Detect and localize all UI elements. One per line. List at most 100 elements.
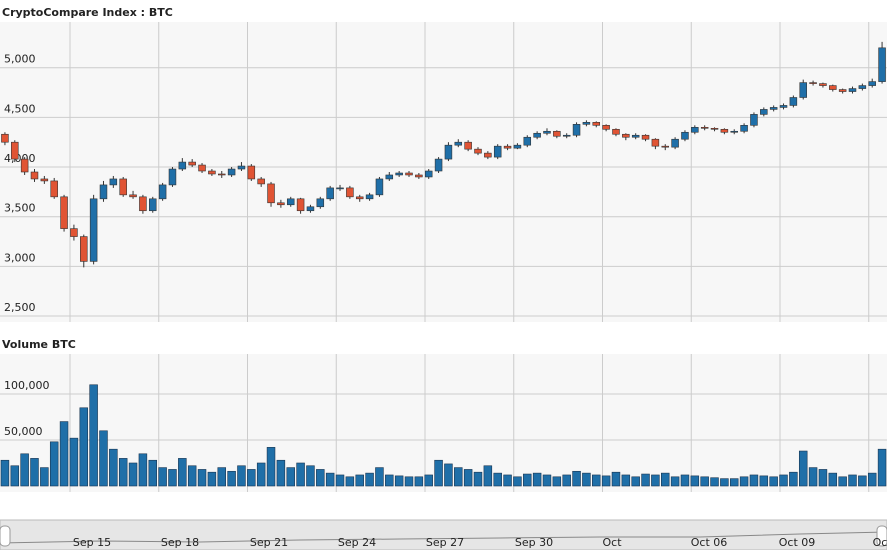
candle-body [267,183,275,204]
volume-bar [306,465,315,487]
candle-body [789,97,798,106]
volume-bar [592,474,601,487]
volume-bar [325,472,335,487]
candle-body [286,198,295,206]
volume-bar [69,437,79,487]
navigator[interactable] [0,519,887,550]
candle-body [50,180,58,198]
marks [0,41,887,487]
candle-body [296,198,305,212]
navigator-date-label: Sep 18 [161,536,199,549]
volume-bar [828,472,838,487]
candle-body [139,196,147,212]
candle-body [385,174,394,180]
volume-bar [572,470,581,487]
volume-bar [838,476,847,487]
candle-body [760,109,768,115]
price-pane [0,22,887,322]
volume-bar [621,474,631,487]
volume-title: Volume BTC [2,338,76,351]
y-tick-label: 5,000 [4,53,36,66]
volume-bar [30,458,39,487]
navigator-date-label: Sep 30 [515,536,553,549]
navigator-handle[interactable] [876,525,887,547]
candle-body [237,165,246,170]
candle-body [858,85,867,89]
volume-bar [867,472,877,487]
navigator-date-label: Oct 06 [691,536,728,549]
volume-bar [552,476,562,487]
candle-body [218,173,226,176]
navigator-date-label: Oct [602,536,622,549]
candle-body [40,178,49,182]
candle-body [109,178,118,186]
candle-body [316,198,325,208]
volume-bar [542,474,552,487]
volume-bar [769,476,778,487]
candle-body [464,141,472,150]
volume-bar [217,467,226,487]
volume-bar [414,476,424,487]
navigator-date-label: Oct 09 [779,536,816,549]
candle-body [1,133,9,143]
volume-bar [59,421,69,487]
candle-body [769,107,778,110]
candle-body [533,132,541,138]
volume-bar [138,453,148,487]
volume-bar [424,474,433,487]
candle-body [513,144,522,149]
navigator-handle[interactable] [0,525,11,547]
candle-body [582,122,591,125]
candle-body [11,141,19,160]
volume-bar [749,474,759,487]
volume-bar [197,469,207,487]
volume-bar [739,476,749,487]
volume-bar [532,472,542,487]
navigator-date-label: Sep 24 [338,536,376,549]
candle-body [336,187,344,190]
volume-bar [493,472,502,487]
candle-body [562,134,571,137]
candle-body [129,194,137,198]
candle-body [819,83,827,86]
candle-body [484,152,492,158]
volume-bar [454,467,463,487]
volume-bar [20,453,29,487]
volume-bar [0,459,10,487]
volume-bar [473,471,483,487]
candle-body [829,85,837,90]
candle-body [168,168,177,186]
volume-bar [680,474,690,487]
y-tick-label: 50,000 [4,425,43,438]
volume-bar [40,467,49,487]
volume-bar [858,475,867,487]
y-tick-label: 4,500 [4,102,36,115]
volume-bar [237,465,246,487]
candle-body [750,114,758,126]
volume-bar [256,462,266,487]
volume-bar [276,459,286,487]
volume-bar [158,467,167,487]
volume-bar [178,458,187,487]
volume-bar [286,467,295,487]
volume-bar [10,465,20,487]
navigator-date-label: Sep 15 [73,536,111,549]
candle-body [208,170,216,175]
candle-body [572,124,581,136]
candle-body [868,81,876,86]
volume-bar [394,475,404,487]
volume-bar [513,476,522,487]
volume-bar [601,475,611,487]
candle-body [602,125,610,130]
volume-bar [365,472,374,487]
candle-body [779,105,788,108]
candle-body [119,178,127,196]
volume-bar [808,467,818,487]
candle-body [454,141,463,146]
candle-body [247,165,256,180]
candle-body [671,138,679,148]
volume-bar [335,474,345,487]
candle-body [326,187,334,200]
volume-bar [89,384,98,487]
candle-body [346,187,354,198]
